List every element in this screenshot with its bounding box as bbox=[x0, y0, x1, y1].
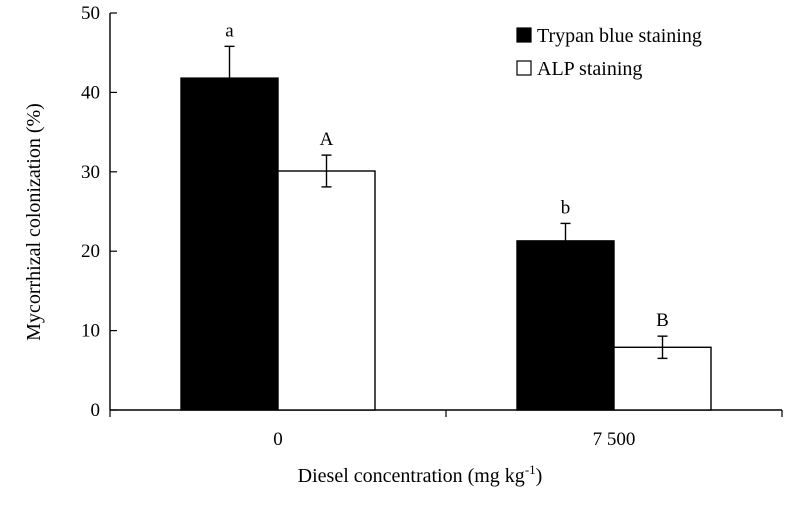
error-bar bbox=[560, 222, 571, 241]
legend-swatch bbox=[516, 27, 532, 43]
y-tick-label: 10 bbox=[81, 321, 100, 342]
error-bars bbox=[224, 45, 668, 360]
legend-item: ALP staining bbox=[516, 58, 642, 80]
bar-alp-staining-0 bbox=[277, 170, 376, 411]
significance-label: B bbox=[656, 310, 669, 331]
y-tick-label: 40 bbox=[81, 82, 100, 103]
significance-label: b bbox=[561, 197, 571, 218]
bars bbox=[180, 77, 712, 411]
error-bar bbox=[657, 335, 668, 360]
significance-label: A bbox=[320, 129, 334, 150]
y-tick-label: 30 bbox=[81, 162, 100, 183]
y-axis-label: Mycorrhizal colonization (%) bbox=[23, 103, 45, 341]
legend-item: Trypan blue staining bbox=[516, 25, 702, 47]
legend-label: Trypan blue staining bbox=[537, 25, 702, 47]
x-tick-label: 0 bbox=[273, 429, 283, 450]
legend: Trypan blue staining ALP staining bbox=[516, 25, 702, 80]
y-tick-label: 20 bbox=[81, 241, 100, 262]
legend-swatch bbox=[516, 60, 532, 76]
x-axis: 0 7 500 bbox=[109, 409, 783, 450]
legend-label: ALP staining bbox=[537, 58, 642, 80]
x-tick-label: 7 500 bbox=[593, 429, 636, 450]
y-axis: 0 10 20 30 40 50 bbox=[81, 3, 117, 421]
y-tick-label: 50 bbox=[81, 3, 100, 24]
bar-trypan-blue-staining-0 bbox=[180, 77, 279, 411]
y-tick-label: 0 bbox=[91, 400, 101, 421]
error-bar bbox=[321, 154, 332, 188]
significance-labels: a Ab B bbox=[225, 20, 669, 331]
bar-trypan-blue-staining-1 bbox=[516, 240, 615, 411]
significance-label: a bbox=[225, 20, 234, 41]
x-axis-label: Diesel concentration (mg kg-1) bbox=[298, 462, 543, 487]
error-bar bbox=[224, 45, 235, 79]
